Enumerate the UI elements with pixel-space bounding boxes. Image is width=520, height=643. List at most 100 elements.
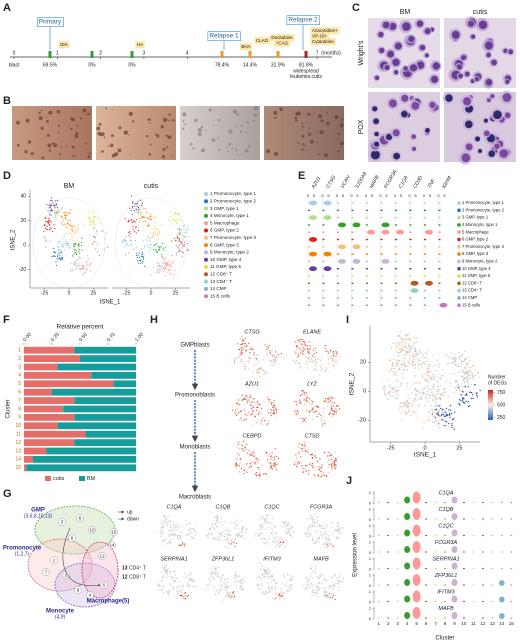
violin — [409, 238, 412, 241]
cell-dot — [75, 268, 77, 270]
y-tick-label: 13 — [15, 448, 21, 454]
cell-dot — [337, 537, 339, 539]
cell-dot — [314, 513, 316, 516]
cell-dot — [316, 406, 318, 408]
cell-dot — [96, 243, 99, 246]
cell-dot — [268, 569, 271, 572]
cell-dot — [468, 367, 471, 369]
cell-dot — [335, 465, 337, 467]
cell-dot — [450, 373, 453, 375]
cell-dot — [306, 535, 308, 538]
cell-dot — [236, 407, 238, 409]
cell-dot — [182, 245, 184, 247]
cell-dot — [464, 366, 466, 368]
cell-dot — [243, 365, 245, 367]
cell-dot — [93, 236, 95, 238]
cell-dot — [74, 229, 76, 231]
cell-dot — [258, 368, 260, 370]
cell-dot — [397, 397, 399, 400]
cell-dot — [213, 516, 215, 518]
y-tick-label: 11 — [16, 432, 21, 438]
cell-dot — [219, 539, 221, 542]
x-tick-label: 7 — [434, 621, 437, 626]
cell-dot — [298, 461, 300, 463]
cell-dot — [139, 205, 141, 207]
cell-dot — [269, 465, 271, 467]
cell-dot — [180, 241, 182, 243]
cell-dot — [441, 411, 444, 413]
cell-dot — [125, 245, 127, 247]
cell-dot — [310, 583, 313, 585]
cell-dot — [455, 358, 458, 360]
y-tick-label: 1 — [18, 348, 21, 354]
cell-dot — [326, 544, 328, 546]
cell-dot — [323, 420, 325, 422]
cell-dot — [156, 228, 158, 230]
cell-dot — [328, 453, 330, 455]
cell-dot — [439, 378, 441, 381]
cell-dot — [235, 414, 238, 417]
cell-dot — [257, 462, 259, 464]
gene-label: CTSG — [244, 329, 260, 335]
cell-dot — [412, 348, 414, 350]
cell-dot — [273, 598, 276, 600]
violin — [500, 567, 503, 570]
cell-dot — [281, 539, 283, 541]
photo — [96, 106, 176, 160]
cell-dot — [241, 352, 243, 354]
lesion — [197, 127, 202, 133]
violin — [409, 231, 412, 233]
cell-dot — [65, 241, 67, 243]
cell-dot — [451, 426, 453, 429]
nucleus — [486, 98, 492, 103]
cell-dot — [270, 455, 272, 457]
cell-dot — [260, 562, 262, 564]
cell-dot — [297, 353, 300, 355]
violin — [444, 567, 446, 570]
cell-dot — [238, 580, 240, 582]
note: leukemia cutis — [290, 74, 322, 80]
violin — [351, 238, 354, 241]
lesion — [301, 125, 304, 128]
violin — [491, 518, 494, 520]
cell-dot — [336, 536, 338, 538]
cell-dot — [158, 268, 160, 270]
cell-dot — [167, 520, 169, 522]
cell-dot — [303, 338, 305, 341]
lesion — [313, 113, 316, 115]
cell-dot — [230, 594, 233, 596]
cell-dot — [211, 532, 213, 535]
violin — [394, 246, 398, 248]
lesion — [253, 113, 258, 117]
cell-dot — [181, 242, 183, 244]
cell-dot — [283, 576, 286, 578]
cell-dot — [294, 351, 296, 353]
nucleus — [451, 30, 460, 39]
cell-dot — [295, 414, 297, 416]
cell-dot — [398, 348, 400, 350]
cell-dot — [332, 460, 335, 463]
nucleus — [483, 118, 488, 123]
cell-dot — [169, 570, 171, 573]
cell-dot — [151, 228, 153, 230]
lesion — [302, 142, 305, 146]
cell-dot — [312, 356, 315, 358]
cell-dot — [328, 540, 330, 542]
cell-dot — [244, 418, 246, 420]
legend-swatch — [457, 288, 461, 293]
violin — [438, 216, 441, 219]
node-label: 2 — [65, 572, 68, 577]
cell-dot — [93, 227, 95, 229]
cell-dot — [274, 447, 277, 450]
cell-dot — [181, 247, 183, 249]
label-box — [310, 27, 340, 35]
cell-dot — [324, 371, 326, 373]
cell-dot — [326, 538, 328, 540]
cell-dot — [281, 525, 283, 527]
lesion — [301, 148, 304, 151]
cell-dot — [179, 537, 182, 539]
cell-dot — [332, 405, 334, 407]
cell-dot — [286, 572, 288, 574]
cell-dot — [267, 573, 269, 575]
nucleus — [464, 120, 473, 129]
